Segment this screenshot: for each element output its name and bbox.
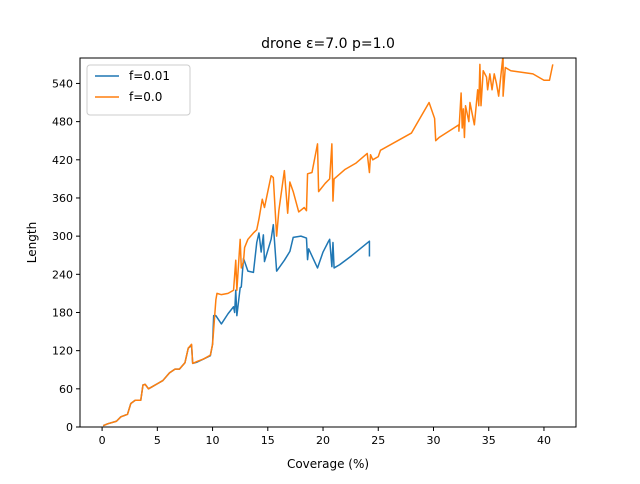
legend: f=0.01 f=0.0	[86, 64, 191, 116]
series-line-1	[102, 58, 554, 427]
y-tick-label: 60	[59, 383, 73, 396]
x-tick-label: 35	[482, 434, 496, 447]
series-line-0	[102, 223, 371, 427]
x-axis-label: Coverage (%)	[287, 457, 369, 471]
chart-title: drone ε=7.0 p=1.0	[261, 36, 395, 52]
y-axis-label: Length	[25, 222, 39, 263]
y-tick-label: 0	[66, 421, 73, 434]
y-tick-label: 300	[52, 230, 73, 243]
y-tick-label: 240	[52, 268, 73, 281]
plot-frame	[79, 57, 577, 428]
y-tick-label: 420	[52, 154, 73, 167]
x-tick-label: 30	[426, 434, 440, 447]
y-tick-label: 480	[52, 116, 73, 129]
legend-label-1: f=0.0	[129, 90, 162, 104]
x-tick-label: 25	[371, 434, 385, 447]
x-tick-label: 15	[261, 434, 275, 447]
x-tick-label: 0	[99, 434, 106, 447]
legend-box	[86, 64, 191, 116]
legend-label-0: f=0.01	[129, 69, 170, 83]
y-tick-label: 540	[52, 77, 73, 90]
y-tick-label: 360	[52, 192, 73, 205]
x-tick-label: 10	[206, 434, 220, 447]
x-tick-label: 5	[154, 434, 161, 447]
x-tick-label: 20	[316, 434, 330, 447]
y-tick-label: 120	[52, 345, 73, 358]
x-tick-label: 40	[537, 434, 551, 447]
y-tick-label: 180	[52, 306, 73, 319]
